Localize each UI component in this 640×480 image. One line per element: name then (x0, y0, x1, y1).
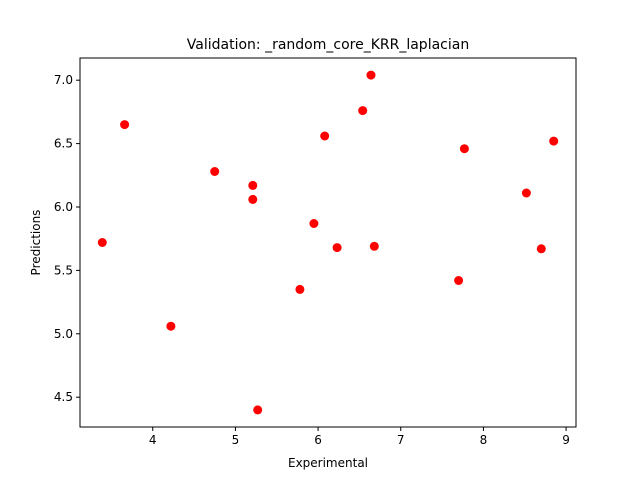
y-axis-ticks: 4.5 5.0 5.5 6.0 6.5 7.0 (54, 73, 80, 404)
data-point (332, 243, 342, 253)
x-tick-label: 7 (397, 433, 405, 447)
data-point (295, 284, 305, 294)
y-tick-label: 6.5 (54, 137, 73, 151)
y-tick-label: 4.5 (54, 390, 73, 404)
data-point (248, 180, 258, 190)
data-point (166, 321, 176, 331)
data-points (97, 70, 559, 415)
x-axis-ticks: 4 5 6 7 8 9 (149, 427, 570, 447)
data-point (459, 144, 469, 154)
data-point (253, 405, 263, 415)
y-tick-label: 5.0 (54, 327, 73, 341)
x-tick-label: 4 (149, 433, 157, 447)
x-tick-label: 8 (480, 433, 488, 447)
y-tick-label: 5.5 (54, 263, 73, 277)
data-point (358, 106, 368, 116)
x-tick-label: 5 (232, 433, 240, 447)
x-tick-label: 6 (314, 433, 322, 447)
data-point (369, 241, 379, 251)
chart-title: Validation: _random_core_KRR_laplacian (187, 37, 469, 53)
data-point (320, 131, 330, 141)
data-point (366, 70, 376, 80)
data-point (549, 136, 559, 146)
plot-frame (79, 57, 577, 428)
data-point (248, 194, 258, 204)
data-point (120, 120, 130, 130)
data-point (521, 188, 531, 198)
x-tick-label: 9 (562, 433, 570, 447)
x-axis-label: Experimental (288, 456, 368, 470)
data-point (97, 238, 107, 247)
data-point (454, 276, 464, 285)
data-point (536, 244, 546, 254)
y-axis-label: Predictions (29, 210, 43, 276)
data-point (309, 219, 319, 228)
y-tick-label: 6.0 (54, 200, 73, 214)
y-tick-label: 7.0 (54, 73, 73, 87)
data-point (210, 167, 220, 176)
